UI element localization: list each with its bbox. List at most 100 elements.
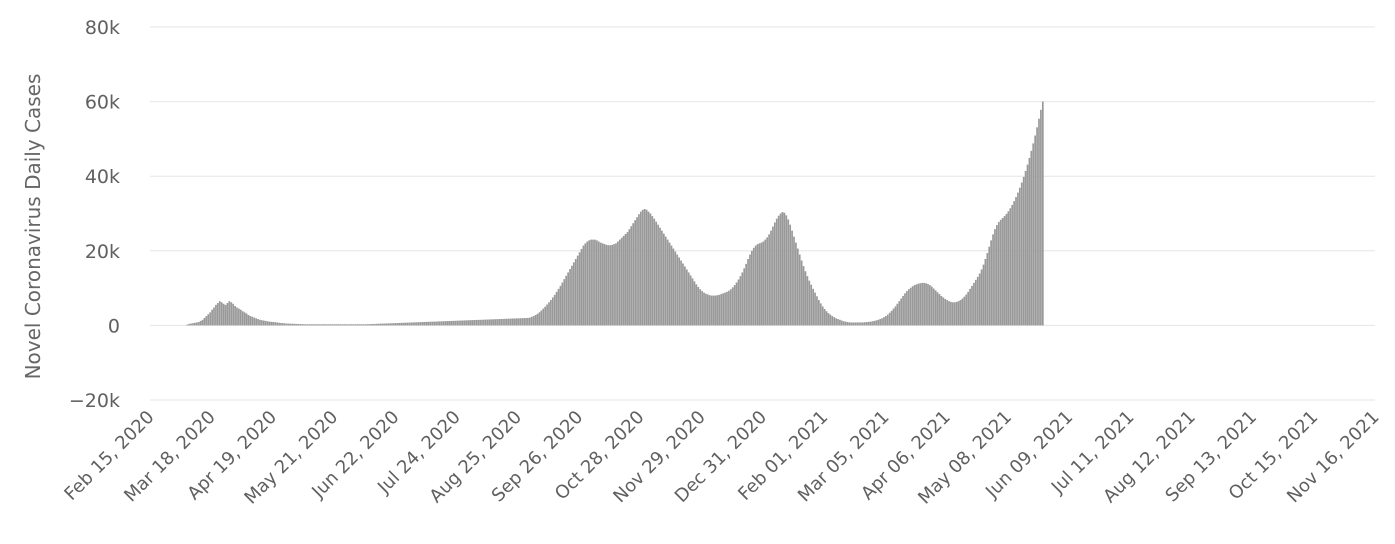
bar	[335, 324, 338, 326]
bar	[1034, 135, 1037, 326]
bar	[222, 303, 225, 326]
bar	[461, 320, 464, 326]
bar	[982, 264, 985, 326]
bar	[624, 234, 627, 326]
bar	[412, 322, 414, 326]
bar	[927, 284, 929, 326]
bar	[772, 226, 774, 326]
bar	[245, 313, 248, 326]
bar	[190, 323, 192, 326]
bar	[662, 233, 665, 326]
bar	[869, 321, 872, 326]
bar	[974, 279, 977, 326]
bar	[224, 304, 227, 326]
bar	[806, 276, 809, 326]
bar	[565, 275, 568, 326]
bar	[498, 319, 501, 326]
bar	[796, 248, 799, 326]
bar	[280, 322, 282, 326]
bar	[758, 243, 761, 326]
bar	[682, 263, 684, 326]
bar	[372, 323, 374, 326]
bar	[550, 300, 552, 326]
bar	[672, 248, 675, 326]
bar	[442, 321, 445, 326]
bar	[1015, 197, 1017, 326]
bar	[590, 239, 592, 326]
bar	[835, 318, 837, 326]
bar	[948, 301, 950, 326]
bar	[308, 324, 311, 326]
bar	[773, 222, 776, 326]
bar	[735, 282, 738, 326]
bar	[463, 320, 466, 326]
bar	[810, 284, 813, 326]
y-axis-ticks: −20k 0 20k 40k 60k 80k	[69, 17, 120, 412]
bar	[395, 323, 397, 326]
bar	[607, 245, 610, 326]
bar	[396, 323, 399, 326]
bar	[326, 324, 328, 326]
bar	[1011, 204, 1014, 326]
bar	[528, 317, 531, 326]
bar	[285, 323, 288, 326]
y-tick-label: 80k	[85, 17, 120, 39]
bar	[953, 302, 956, 326]
bar	[261, 320, 263, 326]
bar	[957, 301, 960, 326]
bar	[278, 322, 280, 326]
bar	[609, 245, 612, 326]
bar	[691, 278, 694, 326]
bar	[440, 321, 443, 326]
bar	[452, 320, 455, 326]
bar	[404, 322, 407, 326]
bar	[358, 324, 361, 326]
bar	[333, 324, 336, 326]
bar	[944, 298, 947, 326]
bar	[842, 321, 845, 326]
bar	[521, 318, 524, 326]
y-tick-label: 40k	[85, 166, 120, 188]
bar	[259, 319, 261, 326]
bar	[1001, 217, 1004, 326]
bar	[950, 301, 952, 326]
bar	[194, 322, 196, 326]
bar	[232, 303, 235, 326]
bar	[477, 319, 480, 326]
bar	[303, 324, 305, 326]
bar	[1026, 164, 1029, 326]
bar	[766, 237, 769, 326]
bar	[484, 319, 487, 326]
bar	[917, 283, 920, 326]
bar	[425, 321, 428, 326]
bar	[994, 229, 996, 326]
bar	[940, 295, 943, 326]
bar	[888, 312, 891, 326]
bar	[1013, 201, 1015, 326]
bar	[276, 322, 279, 326]
bar	[530, 316, 533, 326]
bar	[429, 321, 432, 326]
bar	[465, 320, 468, 326]
bar	[517, 318, 520, 326]
bar	[320, 324, 323, 326]
bar	[433, 321, 435, 326]
bar	[816, 296, 818, 326]
bar	[641, 209, 644, 326]
bar	[588, 240, 591, 326]
bar	[684, 266, 686, 326]
bar	[408, 322, 411, 326]
bar	[456, 320, 458, 326]
bar	[266, 321, 269, 326]
bar	[628, 229, 631, 326]
bar	[951, 302, 954, 326]
bar	[670, 245, 673, 326]
bar	[649, 213, 652, 326]
bar	[990, 240, 992, 326]
bar	[188, 323, 190, 326]
bar	[967, 291, 970, 326]
bar	[898, 301, 901, 326]
bar	[996, 225, 998, 326]
bar	[205, 316, 208, 326]
